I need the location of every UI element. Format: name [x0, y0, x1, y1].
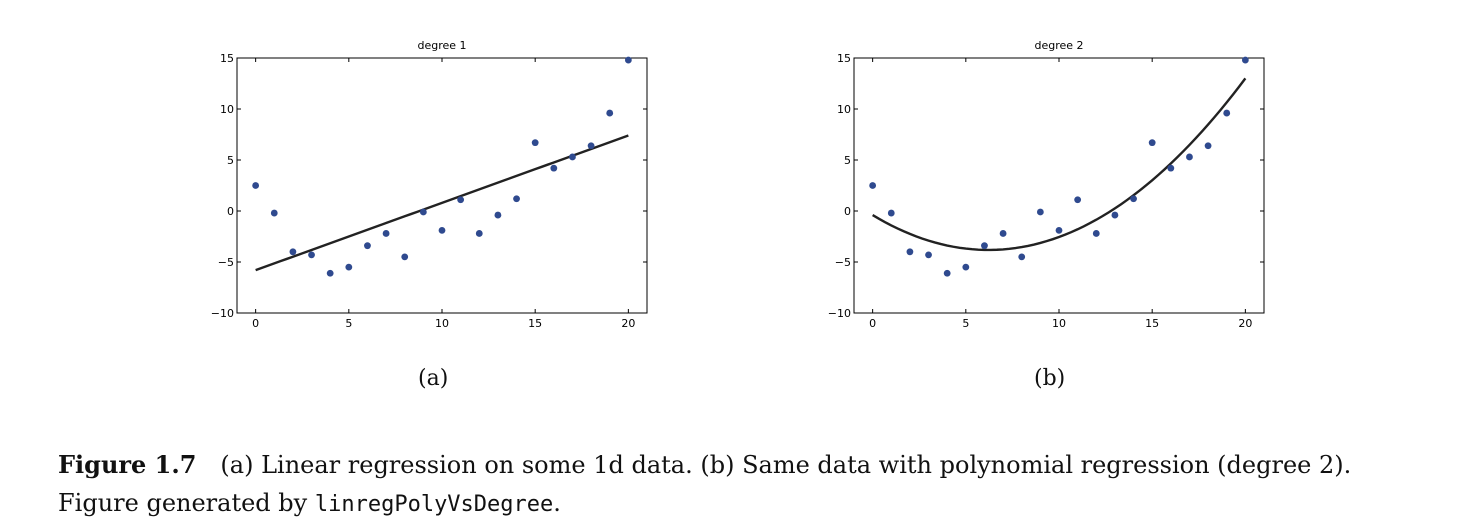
data-point	[999, 230, 1007, 237]
x-tick-label: 5	[345, 317, 352, 330]
x-tick-label: 10	[1052, 317, 1066, 330]
data-point	[345, 263, 353, 271]
chart-degree-2: degree 2 0 5 10 15 20 −10 −5 0 5 10 15	[828, 39, 1265, 330]
x-tick-label: 5	[962, 317, 969, 330]
data-point	[1186, 153, 1193, 161]
chart-title: degree 1	[417, 39, 466, 52]
fit-line	[872, 77, 1247, 252]
data-point	[494, 211, 502, 219]
data-point	[308, 251, 315, 259]
x-tick-label: 10	[435, 317, 449, 330]
data-point	[382, 230, 390, 237]
data-point	[981, 242, 988, 250]
data-point	[1167, 164, 1175, 172]
data-point	[252, 182, 260, 189]
data-point	[438, 226, 446, 234]
data-point	[1241, 56, 1249, 64]
x-tick-label: 0	[869, 317, 876, 330]
data-point	[513, 195, 520, 203]
data-point	[1204, 142, 1212, 150]
caption-line-2: Figure generated by linregPolyVsDegree.	[58, 484, 1448, 524]
data-point	[569, 153, 576, 161]
y-tick-label: −5	[218, 256, 234, 269]
data-point	[419, 208, 427, 216]
data-point	[1130, 195, 1137, 203]
data-point	[475, 230, 483, 237]
data-point	[550, 164, 558, 172]
data-point	[326, 269, 334, 277]
figure-caption: Figure 1.7 (a) Linear regression on some …	[58, 446, 1448, 524]
data-point	[457, 196, 465, 204]
plot-frame	[853, 57, 1265, 314]
data-point	[1223, 109, 1231, 117]
data-point	[270, 209, 278, 217]
y-tick-label: 0	[227, 205, 234, 218]
caption-line-1: Figure 1.7 (a) Linear regression on some …	[58, 446, 1448, 484]
y-tick-label: 15	[837, 52, 851, 65]
caption-code: linregPolyVsDegree	[314, 492, 554, 517]
chart-title: degree 2	[1034, 39, 1083, 52]
y-tick-label: 5	[844, 154, 851, 167]
x-tick-label: 20	[621, 317, 635, 330]
data-point	[364, 242, 371, 250]
data-point	[1092, 230, 1100, 237]
y-tick-label: −5	[835, 256, 851, 269]
y-tick-label: 10	[837, 103, 851, 116]
data-point	[1036, 208, 1044, 216]
data-point	[1111, 211, 1119, 219]
data-point	[943, 269, 951, 277]
x-tick-label: 0	[252, 317, 259, 330]
y-tick-label: 15	[220, 52, 234, 65]
data-point	[906, 248, 914, 256]
y-tick-label: 10	[220, 103, 234, 116]
data-point	[962, 263, 970, 271]
caption-text-2: Figure generated by	[58, 489, 315, 517]
data-point	[925, 251, 932, 259]
data-point	[606, 109, 614, 117]
x-tick-label: 15	[528, 317, 542, 330]
subfigure-label-a: (a)	[418, 366, 449, 391]
data-point	[1055, 226, 1063, 234]
plot-frame	[236, 57, 648, 314]
data-point	[1148, 139, 1156, 147]
y-tick-label: −10	[828, 307, 851, 320]
data-point	[1018, 253, 1026, 261]
data-point	[624, 56, 632, 64]
caption-text-2-end: .	[553, 489, 561, 517]
data-point	[887, 209, 895, 217]
chart-degree-1: degree 1 0 5 10 15 20 −10 −5 0 5 10 15	[211, 39, 648, 330]
data-point	[1074, 196, 1082, 204]
caption-figure-label: Figure 1.7	[58, 450, 197, 479]
data-point	[531, 139, 539, 147]
data-point	[401, 253, 409, 261]
data-point	[587, 142, 595, 150]
data-point	[869, 182, 877, 189]
subfigure-label-b: (b)	[1034, 366, 1066, 391]
y-tick-label: 0	[844, 205, 851, 218]
data-point	[289, 248, 297, 256]
x-tick-label: 15	[1145, 317, 1159, 330]
fit-line	[255, 134, 629, 272]
caption-text-1: (a) Linear regression on some 1d data. (…	[220, 451, 1352, 479]
y-tick-label: −10	[211, 307, 234, 320]
y-tick-label: 5	[227, 154, 234, 167]
x-tick-label: 20	[1238, 317, 1252, 330]
